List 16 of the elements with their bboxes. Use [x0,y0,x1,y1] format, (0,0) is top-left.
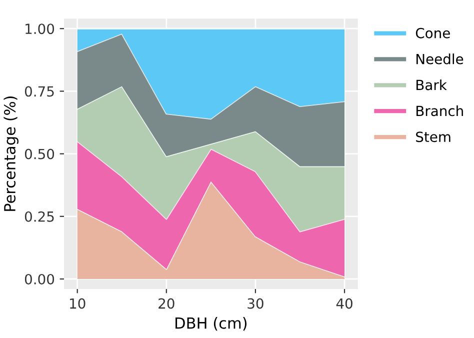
y-tick-label: 0.75 [24,86,54,97]
legend-label: Needle [416,54,464,64]
legend-label: Stem [416,132,450,142]
x-tick-label: 30 [248,298,264,309]
y-tick-label: 0.00 [24,274,54,284]
x-axis-title: DBH (cm) [176,317,247,331]
legend-label: Bark [416,79,447,90]
x-tick-label: 20 [158,298,174,309]
x-tick-label: 10 [70,298,86,309]
legend-label: Branch [416,105,463,116]
y-tick-label: 1.00 [26,24,54,34]
y-tick-label: 0.50 [24,148,54,160]
y-tick-label: 0.25 [24,211,54,222]
x-tick-label: 40 [336,298,352,309]
legend-label: Cone [416,28,450,38]
y-axis-title: Percentage (%) [4,96,18,211]
